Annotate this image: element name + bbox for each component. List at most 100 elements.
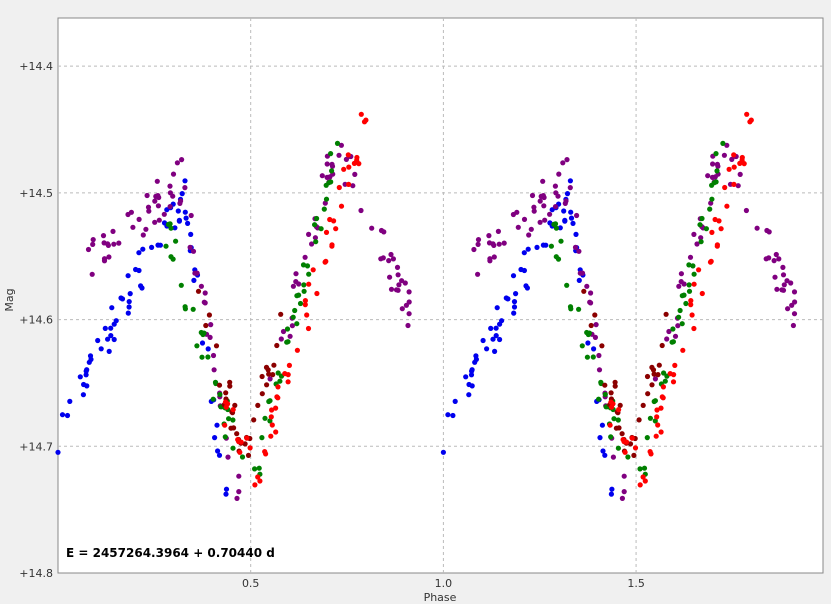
data-point (380, 255, 386, 261)
data-point (232, 402, 238, 408)
data-point (716, 218, 722, 224)
data-point (259, 373, 265, 380)
data-point (205, 346, 211, 352)
data-point (534, 244, 540, 250)
data-point (210, 352, 217, 359)
data-point (155, 203, 161, 209)
data-point (230, 445, 236, 451)
data-point (95, 337, 101, 344)
data-point (341, 166, 347, 172)
data-point (323, 229, 330, 235)
data-point (251, 417, 257, 423)
data-point (86, 359, 92, 365)
data-point (598, 379, 604, 385)
data-point (205, 354, 211, 360)
data-point (165, 221, 172, 227)
data-point (203, 322, 209, 329)
data-point (195, 288, 202, 294)
data-point (576, 277, 582, 283)
data-point (155, 242, 161, 248)
data-point (501, 240, 507, 246)
data-point (304, 263, 311, 269)
data-point (226, 416, 232, 422)
data-point (619, 495, 626, 501)
data-point (59, 412, 66, 418)
data-point (227, 379, 233, 385)
data-point (302, 298, 308, 304)
data-point (666, 328, 672, 335)
data-point (161, 211, 167, 217)
data-point (230, 407, 236, 413)
data-point (136, 250, 142, 256)
data-point (475, 241, 481, 247)
data-point (672, 362, 678, 368)
data-point (625, 454, 631, 460)
data-point (774, 286, 780, 292)
data-point (475, 271, 481, 277)
data-point (584, 283, 590, 289)
data-point (216, 382, 223, 388)
data-point (259, 391, 265, 397)
data-point (555, 193, 561, 199)
data-point (691, 231, 697, 237)
data-point (396, 282, 402, 288)
data-point (472, 359, 478, 365)
data-point (199, 354, 205, 360)
data-point (287, 333, 293, 339)
data-point (190, 248, 197, 254)
data-point (450, 412, 456, 419)
data-point (170, 171, 177, 177)
data-point (140, 232, 146, 238)
data-point (596, 367, 603, 373)
data-point (629, 435, 635, 441)
data-point (687, 254, 694, 260)
data-point (596, 352, 602, 359)
data-point (264, 382, 270, 388)
data-point (619, 431, 625, 437)
data-point (301, 288, 307, 294)
data-point (393, 287, 400, 293)
data-point (709, 174, 716, 180)
data-point (726, 166, 732, 172)
data-point (490, 336, 496, 342)
data-point (270, 372, 276, 378)
data-point (791, 289, 798, 295)
data-point (290, 283, 296, 289)
data-point (521, 250, 527, 256)
data-point (125, 211, 131, 218)
data-point (721, 152, 728, 158)
data-point (305, 325, 312, 332)
data-point (518, 266, 524, 273)
data-point (689, 312, 695, 318)
data-point (676, 314, 682, 320)
data-point (262, 415, 268, 421)
data-point (588, 290, 594, 296)
data-point (167, 204, 173, 210)
data-point (113, 318, 119, 324)
data-point (230, 417, 236, 423)
data-point (234, 495, 240, 501)
data-point (496, 241, 502, 247)
data-point (268, 414, 274, 420)
data-point (185, 220, 191, 226)
data-point (312, 235, 318, 241)
data-point (83, 368, 89, 374)
data-point (655, 422, 661, 428)
y-tick-label: +14.8 (19, 567, 53, 580)
data-point (101, 240, 107, 246)
data-point (338, 142, 344, 148)
data-point (67, 398, 73, 404)
data-point (119, 296, 126, 302)
data-point (670, 339, 677, 345)
data-point (273, 405, 279, 411)
data-point (182, 178, 188, 184)
data-point (641, 465, 648, 471)
data-point (620, 437, 626, 443)
data-point (525, 246, 531, 252)
data-point (754, 225, 760, 231)
data-point (310, 267, 316, 273)
data-point (515, 224, 521, 230)
data-point (388, 251, 394, 258)
y-tick-label: +14.7 (19, 440, 53, 453)
data-point (653, 433, 659, 439)
